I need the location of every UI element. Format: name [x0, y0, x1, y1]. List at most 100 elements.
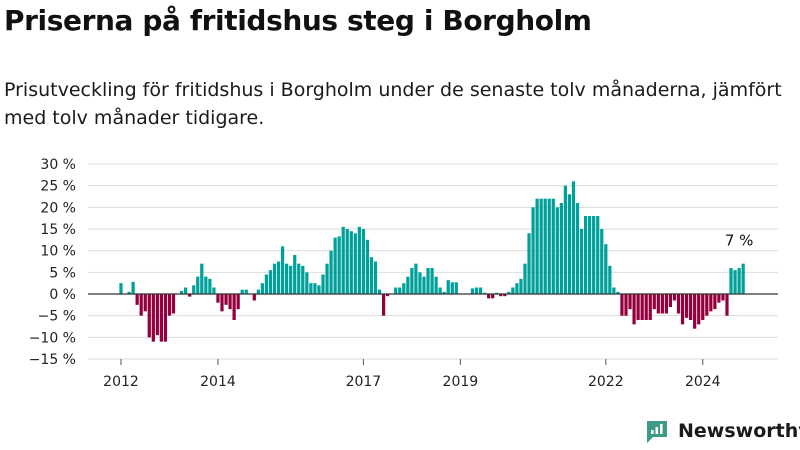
- bar: [398, 287, 402, 294]
- y-tick-label: 0 %: [49, 287, 76, 303]
- bar: [652, 294, 656, 310]
- bar: [188, 294, 192, 297]
- bar: [260, 283, 265, 294]
- bar: [438, 287, 442, 294]
- bar: [131, 281, 135, 294]
- bar: [616, 291, 620, 294]
- bar: [555, 207, 559, 294]
- bar: [689, 294, 693, 320]
- bar: [535, 198, 539, 294]
- bar: [539, 198, 543, 294]
- y-tick-label: −5 %: [38, 309, 76, 325]
- bar: [329, 250, 333, 294]
- bar: [624, 294, 628, 316]
- bar: [244, 289, 248, 294]
- bar: [725, 294, 729, 316]
- bar: [680, 294, 685, 325]
- brand-logo: Newsworthy: [644, 418, 800, 444]
- bar: [470, 288, 475, 294]
- bar: [491, 294, 495, 299]
- bar: [733, 270, 737, 294]
- bar: [361, 229, 366, 294]
- bar: [289, 265, 293, 294]
- bar: [507, 291, 511, 294]
- bar: [293, 255, 297, 294]
- bar: [571, 181, 576, 294]
- bar: [527, 233, 531, 294]
- y-axis-ticks: 30 % 25 % 20 % 15 % 10 % 5 % 0 % −5 % −10 % −15 %: [29, 157, 76, 368]
- bar: [228, 294, 232, 310]
- bar: [511, 287, 515, 294]
- bar: [442, 291, 446, 294]
- bar: [608, 265, 612, 294]
- bar: [276, 261, 281, 294]
- bar: [317, 285, 321, 294]
- bar: [741, 263, 745, 294]
- bar: [721, 294, 725, 301]
- bar: [309, 283, 313, 294]
- bar: [135, 294, 139, 305]
- bar: [377, 289, 382, 294]
- bar: [196, 276, 200, 294]
- bar: [171, 294, 176, 314]
- bar: [547, 198, 551, 294]
- bar: [192, 285, 196, 294]
- bar: [612, 287, 616, 294]
- bar: [499, 294, 503, 297]
- bar: [454, 282, 458, 294]
- x-tick-label: 2022: [588, 374, 624, 390]
- bar: [474, 287, 479, 294]
- bar: [402, 283, 406, 294]
- bar: [184, 287, 188, 294]
- newsworthy-logo-icon: [647, 421, 667, 443]
- bar: [717, 294, 721, 303]
- bar: [515, 283, 519, 294]
- bar: [139, 294, 143, 316]
- bar: [620, 294, 624, 316]
- bar: [519, 278, 523, 294]
- bar: [200, 263, 204, 294]
- bar: [119, 283, 123, 294]
- bar: [240, 289, 244, 294]
- bar: [579, 229, 584, 294]
- bar: [163, 294, 168, 342]
- bar: [709, 294, 713, 312]
- bar: [337, 236, 341, 294]
- bar: [567, 194, 572, 294]
- bar: [321, 274, 325, 294]
- bar: [478, 287, 483, 294]
- bar: [697, 294, 701, 325]
- bar: [357, 226, 361, 294]
- y-tick-label: 15 %: [40, 222, 76, 238]
- bar: [434, 276, 438, 294]
- bar: [224, 294, 228, 305]
- bar: [155, 294, 159, 336]
- bar: [313, 283, 317, 294]
- bar: [208, 278, 212, 294]
- chart-subtitle: Prisutveckling för fritidshus i Borgholm…: [4, 79, 782, 129]
- bar: [450, 282, 454, 294]
- bar: [563, 185, 568, 294]
- bar: [406, 276, 410, 294]
- brand-name: Newsworthy: [678, 420, 800, 442]
- bar: [151, 294, 155, 342]
- bar: [664, 294, 669, 314]
- bar: [179, 290, 184, 294]
- bar: [559, 203, 563, 294]
- bar: [575, 203, 580, 294]
- bar: [143, 294, 147, 312]
- bar: [422, 276, 426, 294]
- bar: [353, 233, 357, 294]
- bar: [705, 294, 709, 316]
- bar: [345, 229, 349, 294]
- x-tick-label: 2012: [103, 374, 139, 390]
- bar: [268, 270, 273, 294]
- bar: [636, 294, 640, 320]
- bar: [369, 257, 374, 294]
- bar: [236, 294, 240, 310]
- latest-value-label: 7 %: [725, 232, 754, 250]
- bar: [628, 294, 632, 310]
- bar: [644, 294, 648, 320]
- bar: [373, 261, 378, 294]
